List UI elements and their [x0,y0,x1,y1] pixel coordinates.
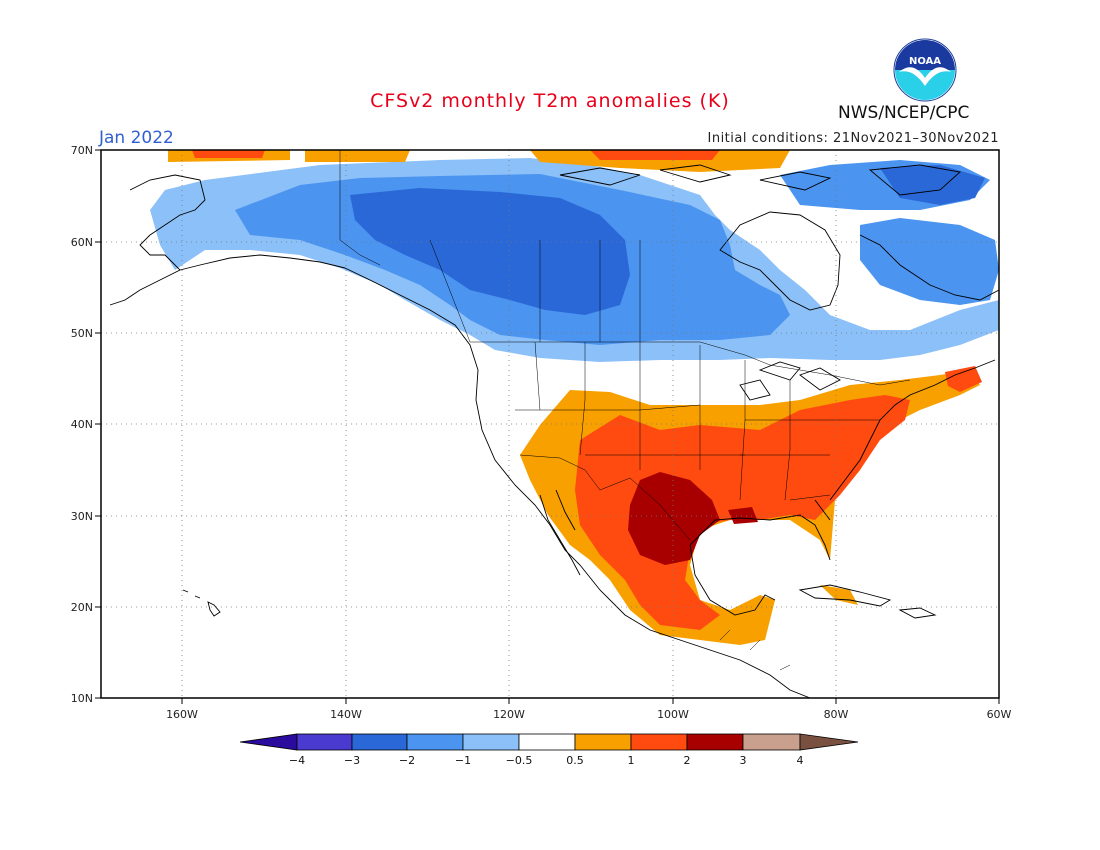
lat-label-50n: 50N [71,327,93,340]
anomaly-region-dark-red-gulf [728,507,758,524]
colorbar-label: −2 [399,754,415,767]
colorbar-swatch-2 [351,733,408,751]
anomaly-region-arctic-orange-3 [530,150,790,172]
anomaly-fill [150,150,999,645]
border-states [515,341,880,501]
lon-label-60w: 60W [987,708,1012,721]
coast-greatlakes [739,361,841,401]
colorbar-label: −1 [455,754,471,767]
anomaly-region-arctic-red-3 [590,150,720,160]
lon-label-140w: 140W [330,708,362,721]
anomaly-region-dark-red [628,472,720,565]
political-borders [339,150,911,671]
lat-label-20n: 20N [71,601,93,614]
lat-label-30n: 30N [71,510,93,523]
coast-hudson [719,211,841,311]
colorbar-low-arrow [239,733,298,751]
anomaly-region-dark-blue [350,188,630,315]
colorbar-label: 4 [797,754,804,767]
coast-arctic-islands [559,164,961,196]
coast-hawaii [182,589,221,617]
border-alaska-canada [339,150,381,266]
lon-label-100w: 100W [657,708,689,721]
colorbar-swatch-9 [742,733,801,751]
lat-label-60n: 60N [71,236,93,249]
lat-label-70n: 70N [71,144,93,157]
lat-label-40n: 40N [71,418,93,431]
colorbar-label: −3 [344,754,360,767]
coast-labrador [859,234,999,301]
coast-pacific [344,267,811,698]
colorbar-label: −4 [289,754,305,767]
colorbar-label: 1 [628,754,635,767]
colorbar-swatch-7 [630,733,688,751]
anomaly-region-mid-blue-east [860,218,999,305]
colorbar-swatch-5 [518,733,576,751]
lon-label-160w: 160W [166,708,198,721]
colorbar-label: −0.5 [506,754,533,767]
colorbar-swatch-4 [462,733,520,751]
colorbar-swatch-1 [296,733,353,751]
tick-marks [95,149,1000,704]
colorbar-swatch-6 [574,733,632,751]
noaa-logo-text: NOAA [909,56,941,67]
colorbar-labels: −4 −3 −2 −1 −0.5 0.5 1 2 3 4 [289,754,804,767]
colorbar-label: 0.5 [566,754,584,767]
colorbar-swatch-8 [686,733,744,751]
border-canada-provinces [429,239,641,343]
lat-label-10n: 10N [71,692,93,705]
forecast-month: Jan 2022 [99,128,174,148]
border-central-america [719,629,791,671]
anomaly-region-dark-blue-east [880,165,985,205]
border-us-mexico [519,454,691,541]
colorbar-label: 2 [684,754,691,767]
colorbar [239,733,859,751]
latitude-labels: 70N 60N 50N 40N 30N 20N 10N [71,144,93,705]
lon-label-80w: 80W [824,708,849,721]
coastlines [109,164,999,698]
longitude-labels: 160W 140W 120W 100W 80W 60W [166,708,1011,721]
map-title: CFSv2 monthly T2m anomalies (K) [370,90,730,112]
border-us-canada [470,341,911,386]
coast-gulf [689,499,831,616]
coast-cuba [798,584,937,619]
anomaly-region-arctic-red [192,150,265,158]
lon-label-120w: 120W [493,708,525,721]
agency-label: NWS/NCEP/CPC [838,103,970,123]
noaa-logo: NOAA [893,38,957,102]
coast-baja [539,489,581,576]
initial-conditions: Initial conditions: 21Nov2021–30Nov2021 [707,131,999,146]
anomaly-region-red-northeast [945,366,982,392]
colorbar-swatch-3 [406,733,464,751]
colorbar-label: 3 [740,754,747,767]
coast-alaska [109,174,346,306]
coast-atlantic [829,359,996,501]
colorbar-high-arrow [799,733,859,751]
anomaly-region-arctic-orange-2 [305,150,410,162]
